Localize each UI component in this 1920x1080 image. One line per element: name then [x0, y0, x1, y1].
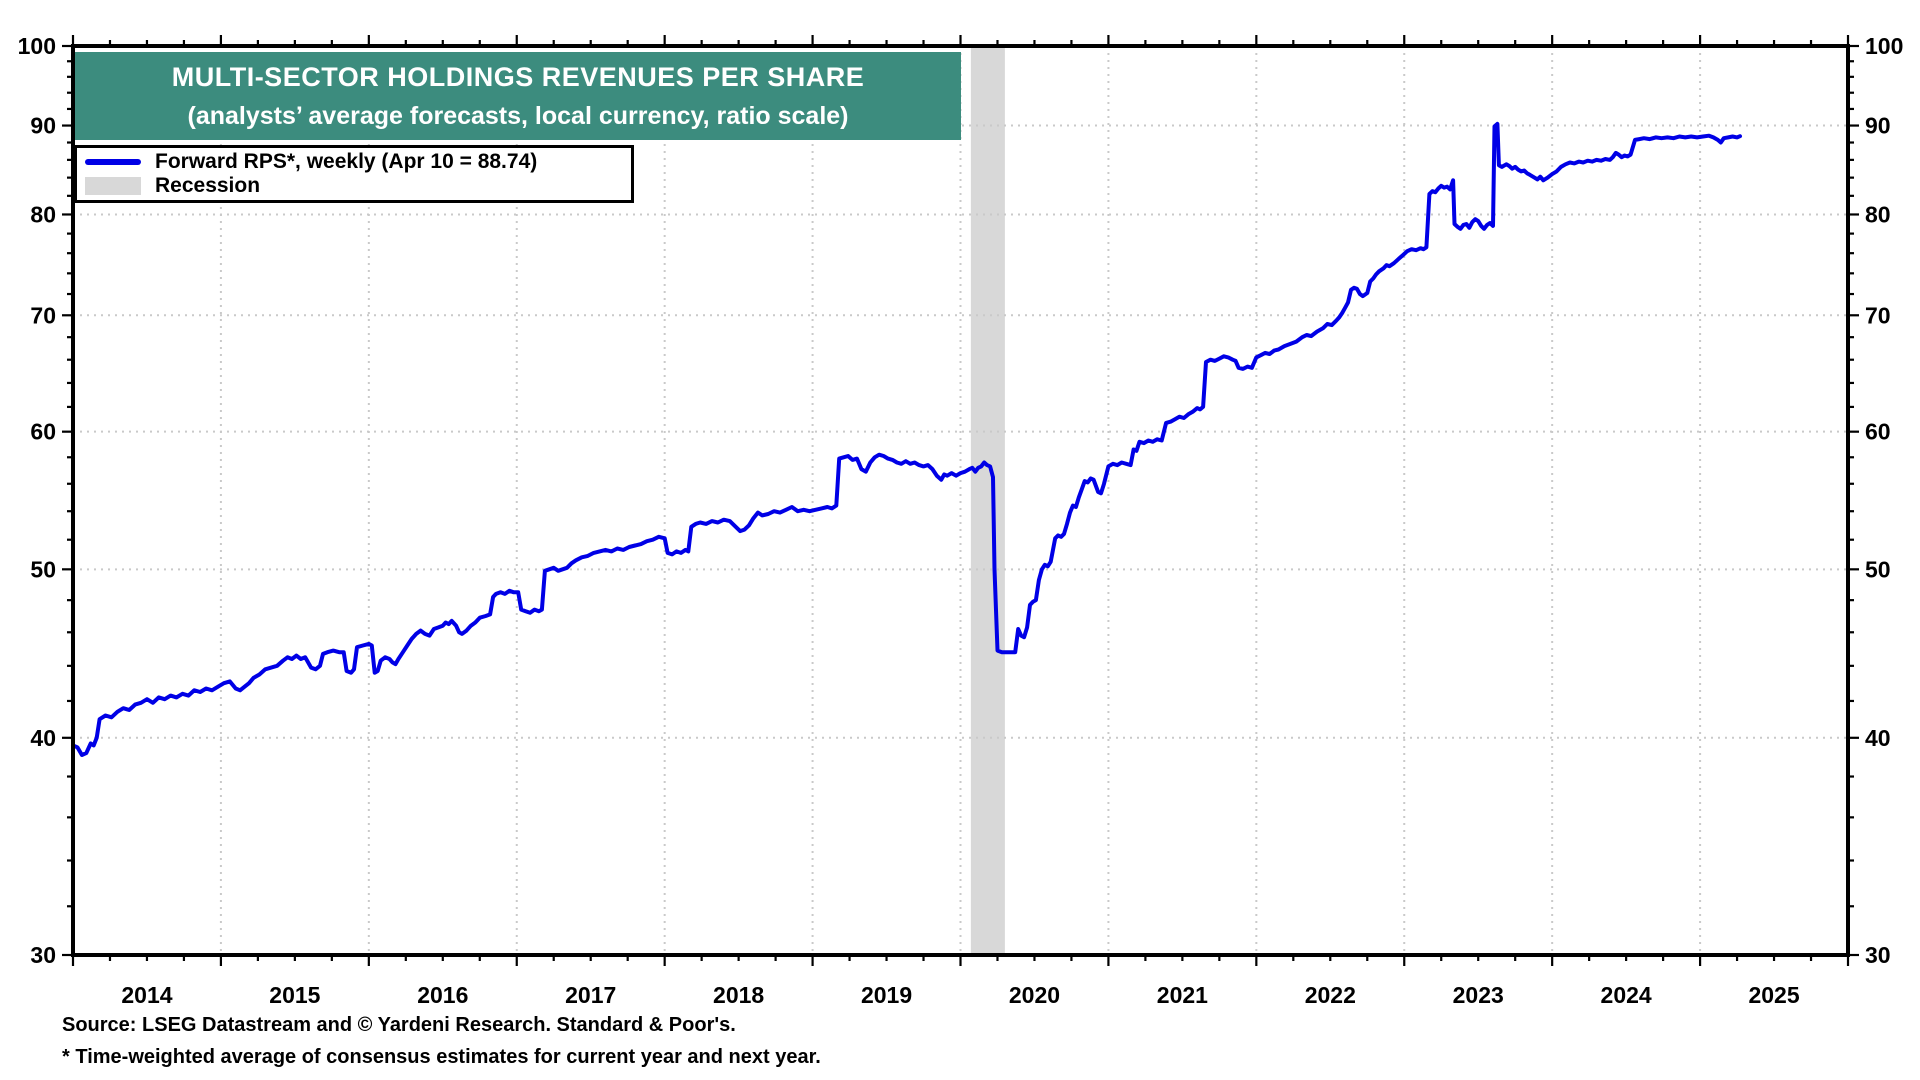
footnote: * Time-weighted average of consensus est…	[62, 1046, 821, 1068]
x-tick-label: 2021	[1157, 982, 1208, 1008]
y-tick-label: 50	[30, 556, 56, 582]
legend-label-forward-rps: Forward RPS*, weekly (Apr 10 = 88.74)	[155, 150, 538, 173]
recession-swatch-icon	[85, 177, 141, 195]
y-tick-label: 100	[1865, 33, 1903, 59]
legend-item-forward-rps: Forward RPS*, weekly (Apr 10 = 88.74)	[85, 150, 623, 174]
y-tick-label: 90	[30, 113, 56, 139]
y-tick-label: 30	[30, 942, 56, 968]
forward-rps-line	[71, 121, 1742, 757]
y-tick-label: 60	[30, 419, 56, 445]
x-tick-label: 2022	[1305, 982, 1356, 1008]
y-tick-label: 40	[1865, 725, 1891, 751]
y-tick-label: 50	[1865, 556, 1891, 582]
chart-subtitle: (analysts’ average forecasts, local curr…	[187, 101, 849, 130]
x-tick-label: 2020	[1009, 982, 1060, 1008]
y-tick-label: 90	[1865, 113, 1891, 139]
x-tick-label: 2023	[1453, 982, 1504, 1008]
source-note: Source: LSEG Datastream and © Yardeni Re…	[62, 1014, 736, 1036]
y-tick-label: 70	[1865, 302, 1891, 328]
gridlines	[73, 46, 1848, 955]
y-tick-label: 70	[30, 302, 56, 328]
y-tick-label: 80	[30, 201, 56, 227]
series	[71, 121, 1742, 757]
legend-label-recession: Recession	[155, 174, 261, 197]
x-tick-label: 2018	[713, 982, 764, 1008]
x-tick-label: 2017	[565, 982, 616, 1008]
legend-item-recession: Recession	[85, 174, 623, 198]
y-tick-label: 100	[18, 33, 56, 59]
line-swatch-icon	[85, 159, 141, 165]
y-axis-labels-left: 30 40 50 60 70 80 90 100	[18, 33, 56, 968]
y-tick-label: 80	[1865, 201, 1891, 227]
y-tick-label: 40	[30, 725, 56, 751]
legend-box: Forward RPS*, weekly (Apr 10 = 88.74) Re…	[74, 145, 634, 203]
x-tick-label: 2014	[121, 982, 172, 1008]
x-tick-label: 2019	[861, 982, 912, 1008]
chart-title: MULTI-SECTOR HOLDINGS REVENUES PER SHARE	[171, 61, 865, 92]
recession-bands	[970, 46, 1005, 955]
title-banner: MULTI-SECTOR HOLDINGS REVENUES PER SHARE…	[75, 52, 961, 140]
x-axis-labels: 2014 2015 2016 2017 2018 2019 2020 2021 2022 2023…	[121, 982, 1799, 1008]
x-tick-label: 2025	[1748, 982, 1799, 1008]
y-axis-labels-right: 30 40 50 60 70 80 90 100	[1865, 33, 1903, 968]
recession-band	[970, 46, 1005, 955]
axis-ticks	[62, 35, 1859, 966]
x-tick-label: 2016	[417, 982, 468, 1008]
x-tick-label: 2015	[269, 982, 320, 1008]
y-tick-label: 60	[1865, 419, 1891, 445]
x-tick-label: 2024	[1601, 982, 1652, 1008]
y-tick-label: 30	[1865, 942, 1891, 968]
